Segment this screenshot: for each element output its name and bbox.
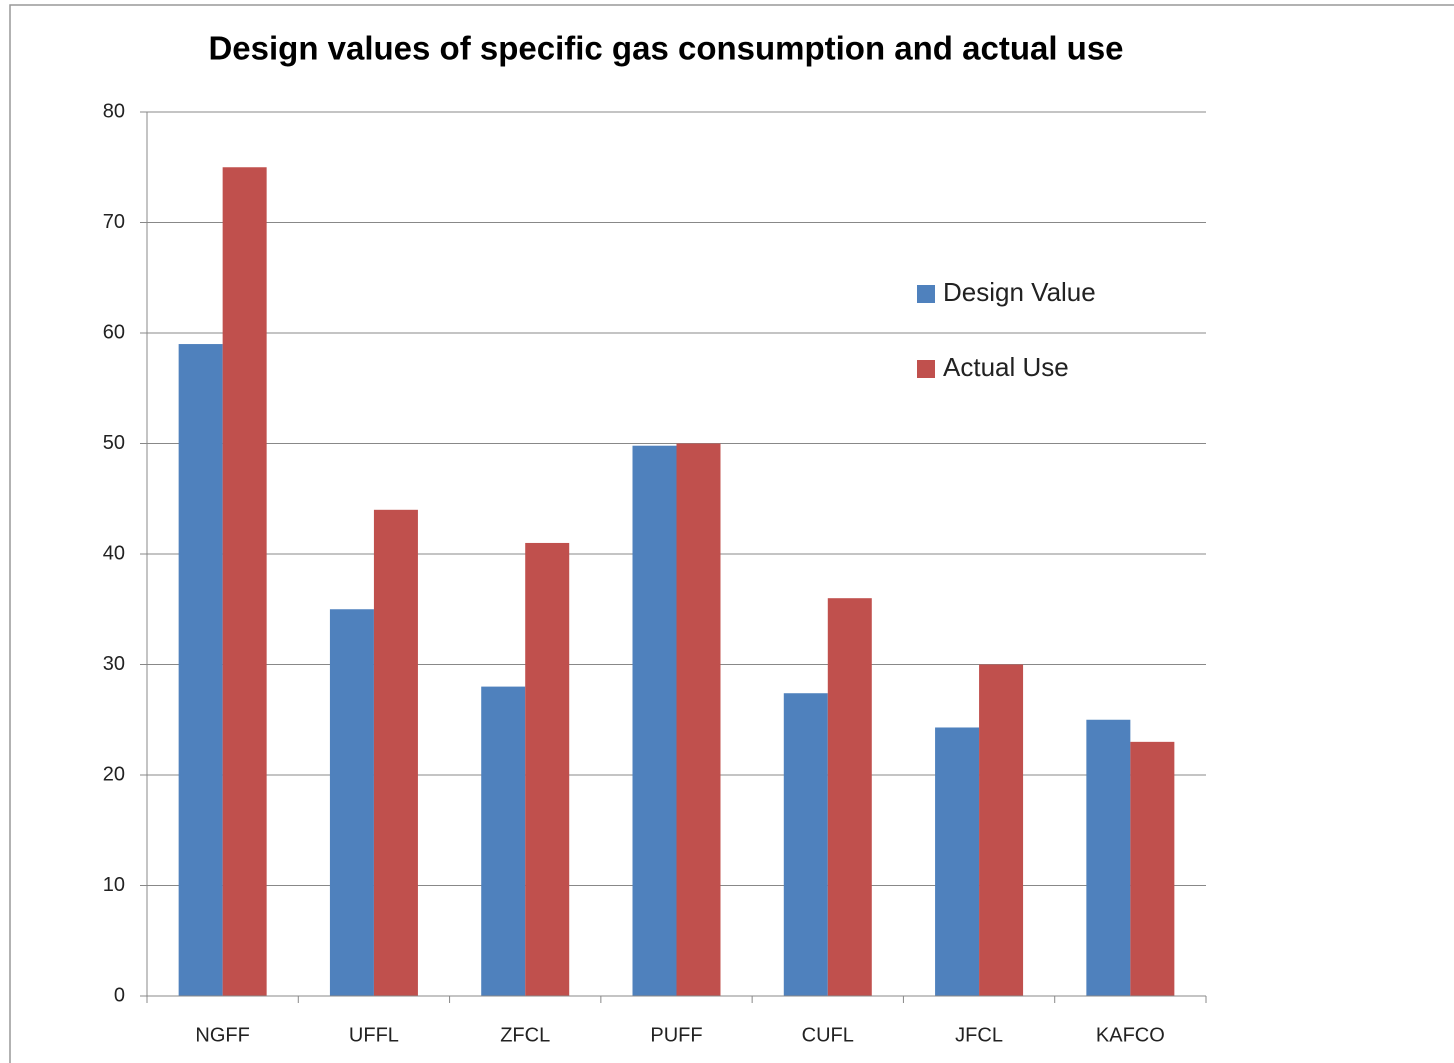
bar — [481, 686, 526, 996]
y-tick-label: 20 — [103, 763, 125, 785]
legend-swatch — [917, 360, 935, 378]
y-tick-label: 80 — [103, 100, 125, 122]
x-tick-label: KAFCO — [1096, 1024, 1165, 1046]
y-tick-label: 10 — [103, 874, 125, 896]
y-tick-label: 50 — [103, 432, 125, 454]
bar — [329, 609, 374, 996]
bar — [783, 693, 828, 996]
x-tick-label: UFFL — [349, 1024, 399, 1046]
y-tick-label: 0 — [114, 984, 125, 1006]
legend-swatch — [917, 285, 935, 303]
x-tick-label: JFCL — [955, 1024, 1003, 1046]
bar — [1086, 719, 1131, 996]
x-tick-label: NGFF — [195, 1024, 249, 1046]
legend-label: Actual Use — [943, 352, 1069, 382]
x-tick-label: PUFF — [650, 1024, 702, 1046]
x-tick-label: CUFL — [802, 1024, 854, 1046]
x-tick-label: ZFCL — [500, 1024, 550, 1046]
y-tick-label: 30 — [103, 653, 125, 675]
y-tick-label: 60 — [103, 321, 125, 343]
bar — [827, 598, 872, 996]
bar — [222, 167, 267, 996]
bar — [373, 509, 418, 996]
bar — [935, 727, 980, 996]
bar — [178, 344, 223, 996]
chart-title: Design values of specific gas consumptio… — [208, 30, 1123, 67]
legend-label: Design Value — [943, 277, 1096, 307]
bar — [1130, 741, 1175, 996]
bar — [979, 664, 1024, 996]
bar — [676, 443, 721, 996]
bar — [525, 542, 570, 996]
bar — [632, 445, 677, 997]
y-tick-label: 70 — [103, 211, 125, 233]
y-tick-label: 40 — [103, 542, 125, 564]
